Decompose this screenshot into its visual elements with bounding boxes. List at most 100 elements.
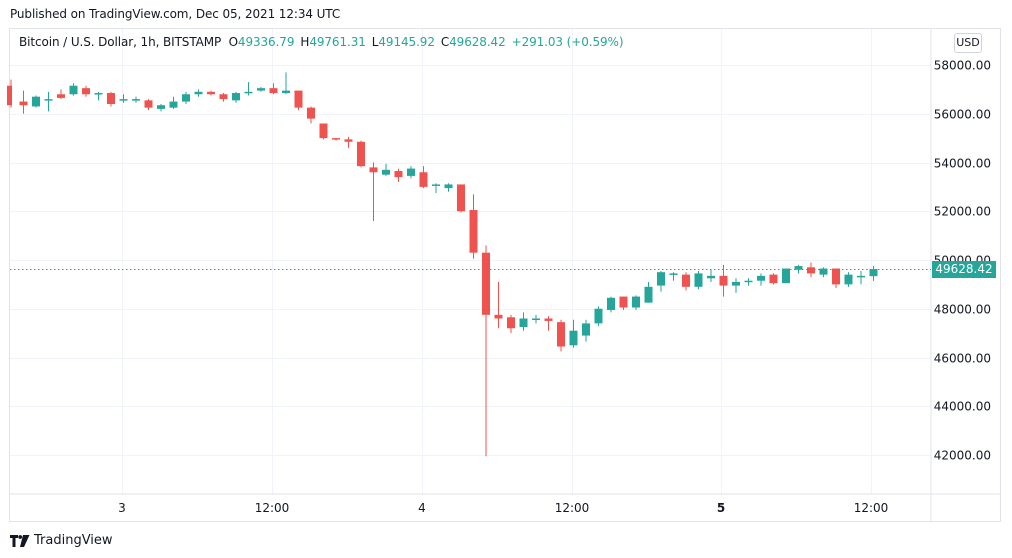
candle[interactable] (807, 262, 815, 278)
candle[interactable] (744, 278, 753, 286)
candle[interactable] (169, 96, 178, 109)
candle[interactable] (244, 82, 253, 96)
candle[interactable] (282, 72, 290, 95)
time-tick-label: 12:00 (854, 501, 889, 515)
last-price-tag: 49628.42 (932, 261, 996, 278)
candle[interactable] (869, 265, 878, 281)
candle[interactable] (382, 163, 390, 176)
price-tick-label: 44000.00 (934, 400, 991, 414)
candle[interactable] (682, 272, 690, 291)
close-label: C (440, 35, 450, 49)
candle[interactable] (432, 183, 440, 193)
candle[interactable] (119, 94, 128, 103)
brand-name: TradingView (34, 533, 113, 548)
candle[interactable] (569, 319, 578, 348)
candle[interactable] (69, 83, 78, 96)
price-axis: 58000.0056000.0054000.0052000.0050000.00… (934, 59, 991, 463)
candle[interactable] (357, 140, 365, 168)
candle[interactable] (419, 166, 428, 189)
candle[interactable] (494, 281, 503, 329)
candle[interactable] (207, 90, 215, 96)
candle[interactable] (94, 91, 103, 101)
price-tick-label: 58000.00 (934, 59, 991, 73)
price-tick-label: 56000.00 (934, 108, 991, 122)
candle[interactable] (832, 268, 840, 289)
ohlc-legend: Bitcoin / U.S. Dollar, 1h, BITSTAMP O493… (19, 35, 624, 49)
open-label: O (228, 35, 238, 49)
candle[interactable] (719, 264, 728, 297)
candle[interactable] (469, 194, 478, 259)
candle[interactable] (619, 296, 628, 310)
candle[interactable] (269, 83, 278, 95)
candle[interactable] (332, 138, 340, 141)
high-label: H (300, 35, 310, 49)
candle[interactable] (32, 95, 40, 108)
candle[interactable] (844, 272, 853, 287)
candle[interactable] (757, 273, 765, 286)
low-label: L (371, 35, 379, 49)
published-caption: Published on TradingView.com, Dec 05, 20… (10, 7, 341, 21)
time-tick-label: 12:00 (255, 501, 290, 515)
candle[interactable] (669, 272, 678, 281)
candle[interactable] (694, 270, 703, 290)
candle[interactable] (769, 273, 778, 285)
candle[interactable] (307, 106, 315, 124)
tradingview-brand[interactable]: TradingView (10, 533, 113, 548)
candle[interactable] (507, 314, 515, 334)
candle[interactable] (194, 89, 203, 97)
candle[interactable] (782, 268, 790, 284)
candle[interactable] (132, 96, 140, 103)
candle[interactable] (444, 183, 453, 192)
candle[interactable] (519, 312, 528, 331)
candle[interactable] (657, 270, 665, 292)
candle[interactable] (182, 91, 190, 104)
time-axis: 3 12:00 4 12:00 5 12:00 (118, 501, 888, 515)
candle[interactable] (544, 316, 553, 331)
candle[interactable] (344, 136, 353, 148)
candle[interactable] (532, 314, 540, 324)
candle[interactable] (482, 245, 490, 457)
candle[interactable] (19, 90, 28, 114)
candles (7, 72, 878, 457)
candle[interactable] (607, 296, 615, 313)
candle[interactable] (82, 85, 90, 97)
open-value: 49336.79 (237, 35, 295, 49)
candle[interactable] (632, 295, 640, 310)
candle[interactable] (294, 90, 303, 111)
candle[interactable] (144, 99, 153, 111)
candle[interactable] (557, 319, 565, 352)
candle[interactable] (794, 264, 803, 274)
candle[interactable] (819, 267, 828, 278)
candle[interactable] (232, 91, 240, 103)
candle[interactable] (407, 166, 415, 179)
candle[interactable] (157, 104, 165, 112)
candle[interactable] (394, 168, 403, 182)
time-tick-label: 3 (118, 501, 126, 515)
tradingview-logo-icon (10, 534, 30, 547)
change-value: +291.03 (+0.59%) (511, 35, 624, 49)
symbol-title[interactable]: Bitcoin / U.S. Dollar, 1h, BITSTAMP (19, 35, 222, 49)
candle[interactable] (107, 91, 115, 107)
chart-grid (10, 29, 931, 494)
high-value: 49761.31 (309, 35, 366, 49)
price-tick-label: 52000.00 (934, 205, 991, 219)
candle[interactable] (707, 269, 715, 282)
candle[interactable] (644, 281, 653, 303)
candle[interactable] (57, 89, 65, 100)
candle[interactable] (457, 184, 465, 213)
candle[interactable] (319, 123, 328, 140)
candle[interactable] (219, 93, 228, 102)
price-tick-label: 54000.00 (934, 157, 991, 171)
candle[interactable] (732, 278, 740, 293)
time-tick-label: 5 (717, 501, 725, 515)
candle[interactable] (7, 79, 12, 108)
candle[interactable] (369, 162, 378, 222)
candle[interactable] (594, 306, 603, 326)
candle[interactable] (582, 319, 590, 342)
candle[interactable] (857, 270, 865, 285)
currency-button[interactable]: USD (954, 33, 982, 53)
candle[interactable] (257, 86, 265, 92)
price-tick-label: 42000.00 (934, 449, 991, 463)
candle[interactable] (44, 91, 53, 112)
